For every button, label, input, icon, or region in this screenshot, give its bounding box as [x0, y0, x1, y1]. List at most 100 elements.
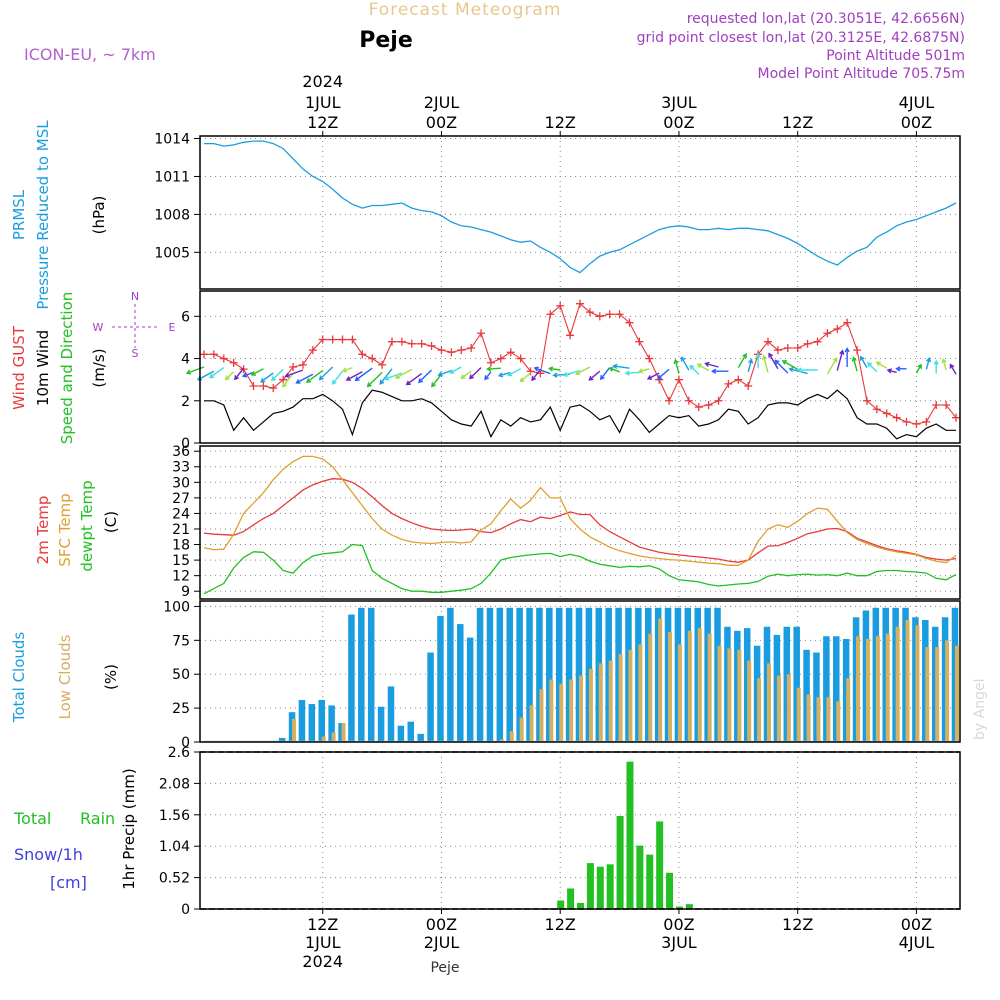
wind-arrow: [406, 373, 423, 386]
wind-arrow: [306, 370, 324, 383]
location-title: Peje: [359, 28, 413, 53]
y-tick-label: 12: [172, 569, 190, 585]
top-tick-label: 12Z: [545, 113, 576, 132]
gust-point: [912, 420, 921, 428]
gust-point: [467, 344, 476, 352]
gust-point: [506, 348, 515, 357]
wind-arrow: [949, 364, 957, 375]
rain-bar: [596, 866, 604, 909]
wind-arrow: [549, 367, 561, 371]
low-cloud-bar: [687, 630, 692, 742]
y-tick-label: 1.56: [159, 808, 190, 824]
wind-arrow: [774, 360, 789, 374]
total-cloud-bar: [536, 607, 543, 742]
low-cloud-bar: [776, 675, 781, 742]
gust-point: [397, 337, 406, 346]
gust-point: [447, 348, 456, 357]
y-tick-label: 1014: [154, 132, 190, 148]
rain-bar: [577, 902, 584, 909]
temp-line-2: [203, 543, 957, 595]
label-celsius: (C): [102, 511, 120, 533]
top-tick-label: 3JUL: [661, 93, 697, 112]
gust-point: [269, 384, 278, 393]
low-cloud-bar: [727, 648, 732, 742]
low-cloud-bar: [292, 718, 297, 742]
wind-arrow: [296, 373, 314, 384]
label-hpa: (hPa): [90, 196, 108, 235]
y-tick-label: 18: [172, 538, 190, 554]
gust-point: [566, 331, 575, 340]
low-cloud-bar: [331, 732, 336, 742]
low-cloud-bar: [648, 633, 653, 742]
label-percent: (%): [102, 664, 120, 690]
panel-frame-wind: [199, 290, 961, 444]
total-cloud-bar: [565, 607, 573, 742]
gust-point: [407, 339, 416, 348]
y-tick-label: 0: [181, 436, 190, 452]
wind-arrow: [782, 360, 799, 371]
label-sfc-temp: SFC Temp: [56, 493, 74, 566]
gust-point: [783, 344, 792, 352]
low-cloud-bar: [668, 632, 673, 742]
wind-arrow: [747, 359, 753, 372]
wind-arrow: [355, 367, 373, 381]
gust-point: [585, 308, 594, 317]
wind-arrow: [762, 355, 769, 373]
gust-point: [249, 382, 258, 390]
panel-frame-precipitation: [199, 751, 961, 910]
low-cloud-bar: [836, 701, 841, 742]
bottom-tick-label: 00Z: [663, 915, 694, 934]
wind-arrow: [588, 370, 601, 381]
total-cloud-bar: [457, 624, 464, 742]
low-cloud-bar: [559, 683, 564, 742]
y-axis-ticks: 1005100810111014024691215182124273033360…: [154, 132, 200, 918]
low-cloud-bar: [737, 649, 742, 742]
total-cloud-bar: [328, 705, 335, 742]
label-wind-gust: Wind GUST: [10, 325, 28, 410]
gust-point: [388, 337, 396, 346]
panel-frame-temperature: [199, 445, 961, 600]
grid-lines: [200, 136, 960, 909]
y-tick-label: 30: [172, 475, 190, 491]
wind-arrow: [384, 372, 403, 380]
rain-bar: [567, 888, 575, 909]
total-cloud-bar: [298, 699, 306, 742]
y-tick-label: 2: [181, 394, 190, 410]
gust-point: [219, 354, 228, 363]
gust-point: [892, 413, 901, 422]
wind-arrow: [499, 371, 511, 377]
wind-arrow: [860, 356, 868, 368]
gust-point: [625, 318, 634, 327]
top-tick-label: 2024: [302, 72, 343, 91]
wind-arrow: [697, 363, 709, 372]
low-cloud-bar: [569, 679, 574, 742]
low-cloud-bar: [499, 739, 504, 742]
y-tick-label: 36: [172, 444, 190, 460]
total-cloud-bar: [367, 607, 375, 742]
low-cloud-bar: [796, 687, 801, 742]
wind-arrow: [657, 368, 670, 380]
y-tick-label: 33: [172, 460, 190, 476]
low-cloud-bar: [579, 675, 583, 742]
bottom-tick-label: 12Z: [307, 915, 338, 934]
low-cloud-bar: [895, 626, 900, 742]
wind-arrow: [942, 359, 947, 371]
top-tick-label: 4JUL: [899, 93, 935, 112]
gust-point: [368, 354, 377, 363]
header-title: Forecast Meteogram: [369, 0, 562, 20]
total-cloud-bar: [377, 706, 385, 742]
rain-bar: [666, 872, 674, 909]
total-cloud-bar: [437, 615, 444, 742]
wind-arrow: [395, 368, 413, 379]
gust-point: [862, 396, 871, 405]
wind-arrow: [332, 370, 344, 385]
wind-arrow: [209, 367, 225, 379]
rain-bar: [685, 904, 693, 909]
wind-arrow: [836, 350, 844, 371]
wind-arrow: [925, 358, 930, 370]
total-cloud-bar: [793, 626, 800, 742]
total-cloud-bar: [575, 607, 583, 742]
wind-arrow: [242, 371, 254, 377]
gust-point: [200, 350, 208, 359]
gust-point: [615, 310, 624, 319]
